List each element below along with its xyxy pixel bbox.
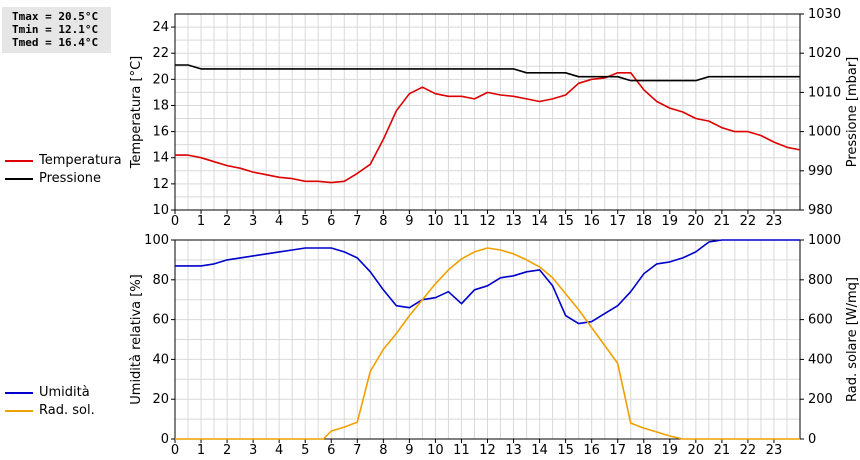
x-tick-label: 22 [740,443,757,458]
y-right-tick-label: 200 [808,392,833,407]
x-tick-label: 19 [662,443,679,458]
x-tick-label: 18 [635,443,652,458]
tmed-label: Tmed = 16.4°C [12,36,99,49]
x-tick-label: 13 [505,443,522,458]
x-tick-label: 16 [583,214,600,229]
x-tick-label: 17 [609,214,626,229]
y-right-tick-label: 1030 [808,7,841,22]
x-tick-label: 2 [223,443,231,458]
x-tick-label: 2 [223,214,231,229]
x-tick-label: 5 [301,214,309,229]
x-tick-label: 6 [327,214,335,229]
x-tick-label: 9 [405,214,413,229]
stats-box: Tmax = 20.5°C Tmin = 12.1°C Tmed = 16.4°… [2,7,111,53]
x-tick-label: 3 [249,214,257,229]
y-left-axis-title: Umidità relativa [%] [129,274,144,404]
y-right-tick-label: 400 [808,352,833,367]
x-tick-label: 4 [275,443,283,458]
x-tick-label: 4 [275,214,283,229]
legend-swatch [5,410,33,412]
x-tick-label: 17 [609,443,626,458]
x-tick-label: 3 [249,443,257,458]
x-tick-label: 14 [531,214,548,229]
y-right-tick-label: 990 [808,164,833,179]
x-tick-label: 12 [479,214,496,229]
x-tick-label: 20 [688,214,705,229]
x-tick-label: 12 [479,443,496,458]
y-right-axis-title: Rad. solare [W/mq] [845,277,860,402]
x-tick-label: 11 [453,214,470,229]
y-right-axis-title: Pressione [mbar] [845,57,860,168]
legend-swatch [5,160,33,162]
x-tick-label: 22 [740,214,757,229]
y-left-tick-label: 20 [152,392,169,407]
x-tick-label: 23 [766,214,783,229]
x-tick-label: 21 [714,214,731,229]
y-right-tick-label: 980 [808,203,833,218]
y-left-tick-label: 16 [152,125,169,140]
x-tick-label: 8 [379,214,387,229]
y-left-tick-label: 12 [152,177,169,192]
x-tick-label: 6 [327,443,335,458]
x-tick-label: 16 [583,443,600,458]
legend-label: Umidità [39,385,90,400]
legend-swatch [5,392,33,394]
x-tick-label: 19 [662,214,679,229]
series-line-umidit [175,239,800,325]
x-tick-label: 11 [453,443,470,458]
x-tick-label: 1 [197,214,205,229]
y-left-tick-label: 100 [144,233,169,248]
y-right-tick-label: 1000 [808,233,841,248]
y-left-tick-label: 40 [152,352,169,367]
y-right-tick-label: 1020 [808,46,841,61]
chart-panel-bottom [171,239,804,443]
series-line-temperatura [175,72,801,184]
legend-label: Pressione [39,171,102,186]
y-left-tick-label: 18 [152,98,169,113]
y-right-tick-label: 1010 [808,85,841,100]
y-right-tick-label: 800 [808,273,833,288]
x-tick-label: 8 [379,443,387,458]
x-tick-label: 10 [427,443,444,458]
y-right-tick-label: 600 [808,313,833,328]
legend-item-rad-sol: Rad. sol. [5,402,125,420]
y-left-tick-label: 24 [152,20,169,35]
legend-label: Rad. sol. [39,403,95,418]
legend-swatch [5,178,33,180]
x-tick-label: 0 [171,214,179,229]
series-line-rad-sol [175,247,800,440]
x-tick-label: 13 [505,214,522,229]
legend-label: Temperatura [39,153,122,168]
x-tick-label: 21 [714,443,731,458]
x-tick-label: 1 [197,443,205,458]
x-tick-label: 15 [557,214,574,229]
x-tick-label: 15 [557,443,574,458]
x-tick-label: 23 [766,443,783,458]
y-right-tick-label: 1000 [808,125,841,140]
y-left-tick-label: 60 [152,313,169,328]
legend-item-umidita: Umidità [5,384,125,402]
y-left-tick-label: 20 [152,72,169,87]
y-left-tick-label: 14 [152,151,169,166]
x-tick-label: 9 [405,443,413,458]
y-left-tick-label: 10 [152,203,169,218]
x-tick-label: 18 [635,214,652,229]
x-tick-label: 0 [171,443,179,458]
x-tick-label: 7 [353,443,361,458]
y-left-tick-label: 80 [152,273,169,288]
tmax-label: Tmax = 20.5°C [12,10,99,23]
y-right-tick-label: 0 [808,432,816,447]
tmin-label: Tmin = 12.1°C [12,23,99,36]
x-tick-label: 10 [427,214,444,229]
y-left-axis-title: Temperatura [°C] [129,56,144,169]
chart-panel-top [171,13,804,214]
series-line-pressione [175,64,800,82]
x-tick-label: 14 [531,443,548,458]
x-tick-label: 7 [353,214,361,229]
x-tick-label: 5 [301,443,309,458]
y-left-tick-label: 0 [161,432,169,447]
x-tick-label: 20 [688,443,705,458]
y-left-tick-label: 22 [152,46,169,61]
